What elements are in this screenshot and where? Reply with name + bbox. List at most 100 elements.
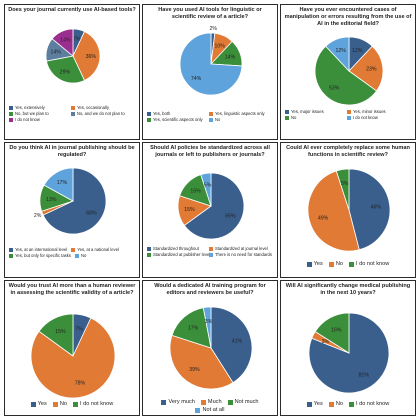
chart-legend: Yes, extensively Yes, occasionally No, but… — [9, 105, 135, 122]
chart-panel-5: Should AI policies be standardized acros… — [142, 142, 278, 278]
pie-slice-no — [179, 32, 243, 96]
pie-slice-standardized-throughout — [183, 172, 245, 240]
chart-panel-7: Would you trust AI more than a human rev… — [4, 280, 140, 416]
pie-slice-yes-at-an-international-level — [42, 167, 107, 235]
slice-value-label: 39% — [189, 367, 200, 373]
legend-swatch — [71, 247, 76, 252]
legend-label: Standardized throughout — [153, 246, 199, 251]
legend-item-yes: Yes — [306, 261, 323, 268]
chart-title: Have you ever encountered cases of manip… — [284, 7, 412, 27]
legend-item-yes-occasionally: Yes, occasionally — [70, 105, 129, 110]
legend-label: Yes, linguistic aspects only — [214, 111, 265, 116]
legend-label: Yes, but only for specific tasks — [15, 253, 71, 258]
legend-swatch — [147, 252, 151, 257]
legend-label: Yes, at a national level — [77, 247, 119, 252]
legend-swatch — [30, 402, 36, 407]
legend-swatch — [70, 111, 75, 116]
legend-swatch — [52, 402, 58, 407]
legend-label: I do not know — [356, 401, 390, 407]
chart-panel-9: Will AI significantly change medical pub… — [280, 280, 416, 416]
pie-slice-i-do-not-know — [325, 36, 350, 73]
legend-swatch — [9, 117, 13, 122]
legend-item-no: No — [328, 401, 343, 408]
slice-value-label: 74% — [191, 76, 202, 82]
chart-legend: Yes No I do not know — [285, 401, 411, 408]
legend-item-standardized-throughout: Standardized throughout — [147, 246, 205, 251]
legend-label: No — [80, 253, 87, 258]
legend-swatch — [346, 115, 351, 120]
pie-slice-yes — [348, 168, 391, 251]
chart-legend: Very much Much Not much Not at all — [147, 399, 273, 414]
legend-label: Yes, minor issues — [352, 109, 386, 114]
legend-label: Not much — [234, 399, 259, 405]
legend-swatch — [70, 105, 75, 110]
legend-label: Yes — [313, 401, 323, 407]
pie-chart: 41% 39% 17% 3% — [169, 306, 253, 390]
pie-chart: 68% 2% 13% 17% — [34, 167, 107, 235]
pie-slice-no — [30, 317, 116, 399]
legend-label: Standardized at publisher level — [153, 252, 211, 257]
chart-title: Would you trust AI more than a human rev… — [8, 283, 136, 296]
slice-value-label: 65% — [225, 214, 236, 220]
legend-item-yes: Yes — [30, 401, 47, 408]
legend-item-no: No — [52, 401, 67, 408]
slice-value-label: 41% — [232, 338, 243, 344]
legend-swatch — [200, 400, 206, 405]
legend-label: I do not know — [80, 401, 114, 407]
slice-value-label: 17% — [188, 326, 199, 332]
legend-swatch — [208, 246, 213, 251]
slice-value-label: 81% — [359, 373, 370, 379]
slice-value-label: 3% — [322, 339, 330, 345]
legend-label: I do not know — [356, 261, 390, 267]
legend-swatch — [9, 111, 13, 116]
legend-swatch — [208, 111, 213, 116]
legend-item-very-much: Very much — [161, 399, 195, 406]
legend-item-yes-scientific-aspects-only: Yes, scientific aspects only — [147, 117, 205, 122]
chart-panel-3: Have you ever encountered cases of manip… — [280, 4, 416, 140]
chart-legend: Yes, both Yes, linguistic aspects only Yes… — [147, 111, 273, 122]
legend-item-yes-major-issues: Yes, major issues — [285, 109, 343, 114]
legend-item-standardized-at-journal-level: Standardized at journal level — [208, 246, 268, 251]
pie-chart: 65%15%15%5% — [177, 172, 245, 240]
pie-slice-i-do-not-know — [51, 28, 74, 57]
slice-value-label: 17% — [57, 180, 68, 186]
chart-title: Would a dedicated AI training program fo… — [154, 283, 266, 296]
legend-swatch — [349, 402, 354, 407]
chart-legend: Yes No I do not know — [9, 401, 135, 408]
legend-swatch — [306, 402, 312, 407]
legend-label: Yes, scientific aspects only — [153, 117, 203, 122]
pie-chart: 12% 23% 53% 12% — [314, 36, 384, 106]
slice-value-label: 5% — [204, 182, 212, 188]
pie-chart: 81% 3%16% — [308, 312, 390, 394]
slice-value-label: 16% — [331, 328, 342, 334]
chart-panel-4: Do you think AI in journal publishing sh… — [4, 142, 140, 278]
slice-value-label: 10% — [215, 43, 226, 49]
legend-label: I do not know — [352, 115, 378, 120]
chart-title: Could AI ever completely replace some hu… — [286, 145, 410, 158]
pie-slice-there-is-no-need-for-standards — [200, 172, 212, 207]
pie-slice-much — [169, 334, 234, 390]
pie-chart: 7% 78% 15% — [30, 313, 116, 399]
legend-item-yes-both: Yes, both — [147, 111, 205, 116]
legend-label: Yes, at an international level — [15, 247, 68, 252]
legend-swatch — [195, 408, 201, 413]
legend-item-no: No — [208, 117, 267, 122]
legend-label: Yes — [37, 401, 47, 407]
legend-swatch — [9, 253, 13, 258]
legend-item-i-do-not-know: I do not know — [9, 117, 67, 122]
slice-value-label: 49% — [318, 215, 329, 221]
legend-swatch — [328, 402, 334, 407]
legend-swatch — [328, 262, 334, 267]
slice-value-label: 15% — [190, 188, 201, 194]
legend-label: Standardized at journal level — [214, 246, 268, 251]
chart-title: Will AI significantly change medical pub… — [285, 283, 411, 296]
chart-panel-2: Have you used AI tools for linguistic or… — [142, 4, 278, 140]
slice-value-label: 7% — [75, 327, 83, 333]
pie-slice-no — [307, 170, 360, 252]
legend-swatch — [74, 253, 79, 258]
slice-value-label: 14% — [225, 54, 236, 60]
pie-slice-no — [43, 167, 74, 202]
pie-slice-i-do-not-know — [314, 312, 350, 354]
legend-swatch — [208, 117, 213, 122]
legend-label: I do not know — [15, 117, 40, 122]
